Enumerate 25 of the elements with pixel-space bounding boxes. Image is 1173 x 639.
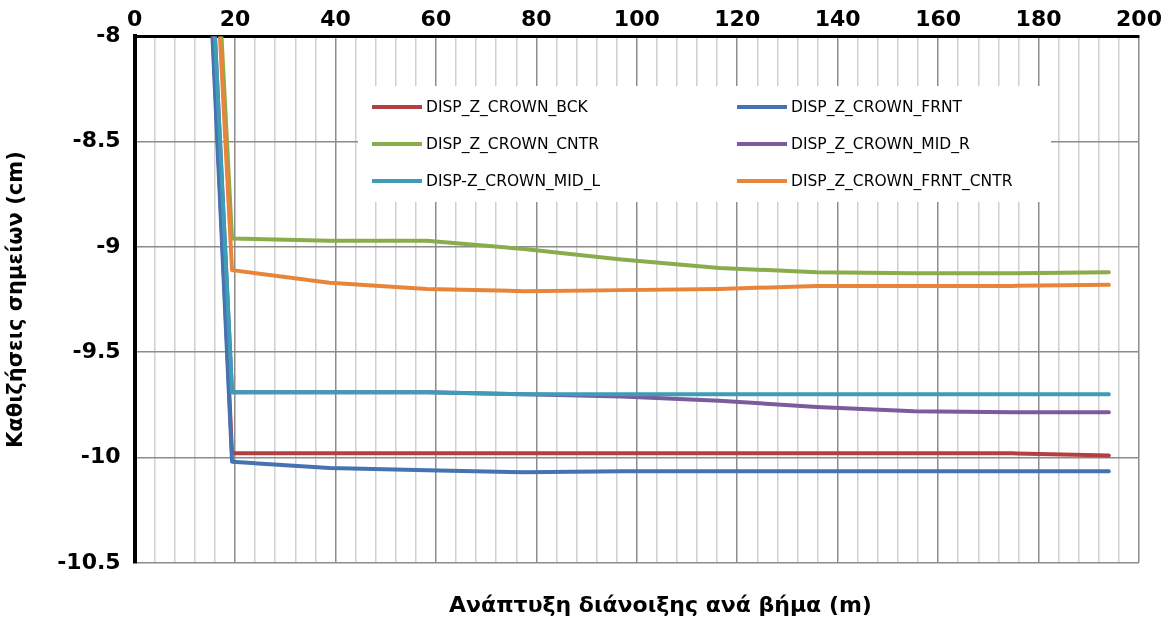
y-tick-label: -9 [96, 232, 121, 258]
y-tick-label: -10.5 [57, 548, 121, 574]
y-tick-label: -8.5 [72, 127, 121, 153]
x-tick-label: 140 [814, 5, 861, 31]
x-tick-label: 120 [714, 5, 761, 31]
legend-label: DISP-Z_CROWN_MID_L [426, 172, 601, 190]
y-tick-label: -8 [96, 22, 121, 48]
x-tick-label: 100 [613, 5, 660, 31]
legend-label: DISP_Z_CROWN_CNTR [426, 135, 599, 153]
x-tick-label: 180 [1015, 5, 1062, 31]
legend-label: DISP_Z_CROWN_MID_R [791, 135, 970, 153]
legend-label: DISP_Z_CROWN_FRNT [791, 98, 963, 116]
x-tick-label: 40 [320, 5, 351, 31]
x-tick-label: 20 [219, 5, 251, 31]
x-tick-label: 160 [915, 5, 962, 31]
y-tick-label: -10 [80, 443, 121, 469]
y-axis-title: Καθιζήσεις σημείων (cm) [3, 151, 28, 448]
x-tick-label: 0 [126, 5, 143, 31]
legend-label: DISP_Z_CROWN_FRNT_CNTR [791, 172, 1013, 190]
x-axis-title: Ανάπτυξη διάνοιξης ανά βήμα (m) [448, 592, 873, 617]
legend-label: DISP_Z_CROWN_BCK [426, 98, 588, 116]
x-tick-label: 200 [1116, 5, 1162, 31]
y-tick-label: -9.5 [72, 337, 121, 363]
x-tick-label: 60 [420, 5, 452, 31]
x-tick-label: 80 [521, 5, 552, 31]
